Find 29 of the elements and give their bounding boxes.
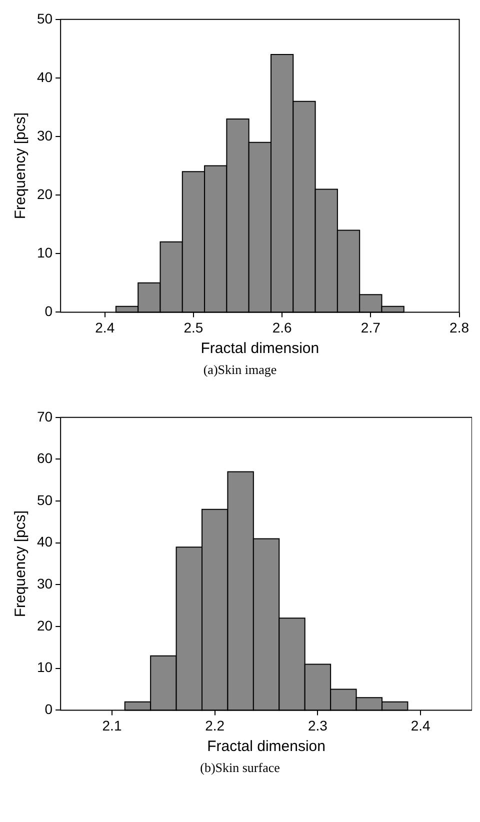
y-tick-label: 40: [36, 68, 53, 85]
y-tick-label: 20: [36, 617, 53, 634]
y-tick-label: 10: [36, 244, 53, 260]
x-tick-label: 2.4: [410, 717, 431, 734]
y-tick-label: 20: [36, 186, 53, 202]
x-tick-label: 2.6: [272, 319, 292, 336]
y-tick-label: 40: [36, 534, 53, 550]
text: (a)Skin image: [202, 362, 278, 378]
y-tick-label: 50: [36, 10, 53, 26]
x-tick-label: 2.1: [102, 717, 122, 734]
x-tick-label: 2.7: [360, 319, 381, 336]
y-tick-label: 0: [44, 303, 53, 320]
x-tick-label: 2.4: [95, 319, 115, 336]
y-tick-label: 30: [36, 576, 53, 592]
x-tick-label: 2.5: [184, 319, 204, 336]
y-tick-label: 70: [36, 408, 53, 424]
x-tick-label: 2.3: [308, 717, 328, 734]
y-tick-label: 30: [36, 127, 53, 144]
x-axis-title: Fractal dimension: [200, 340, 320, 358]
x-tick-label: 2.8: [450, 319, 470, 336]
y-axis-title: Frequency [pcs]: [12, 112, 30, 220]
y-tick-label: 10: [36, 659, 53, 676]
y-tick-label: 60: [36, 450, 53, 466]
text: (b)Skin surface: [199, 760, 281, 776]
y-axis-title: Frequency [pcs]: [12, 510, 30, 618]
y-tick-label: 50: [36, 492, 53, 508]
x-axis-title: Fractal dimension: [207, 738, 326, 756]
x-tick-label: 2.2: [205, 717, 225, 734]
y-tick-label: 0: [44, 701, 53, 718]
